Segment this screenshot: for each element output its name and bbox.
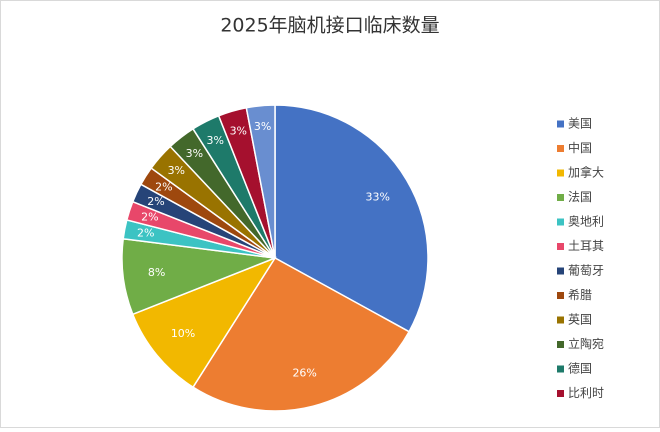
data-label: 3% [254, 120, 271, 133]
chart-title: 2025年脑机接口临床数量 [220, 15, 439, 37]
data-label: 2% [137, 226, 154, 239]
pie-slice [191, 257, 411, 412]
legend-label: 立陶宛 [568, 336, 604, 351]
pie-slice [131, 256, 277, 389]
data-label: 2% [141, 210, 158, 223]
legend-label: 中国 [568, 140, 592, 155]
legend-label: 德国 [568, 361, 592, 376]
legend-label: 比利时 [568, 386, 604, 400]
data-label: 26% [292, 367, 316, 380]
legend-label: 希腊 [568, 287, 592, 302]
legend-swatch [557, 218, 564, 226]
legend-label: 土耳其 [568, 239, 604, 253]
legend-swatch [557, 341, 564, 348]
data-label: 10% [171, 327, 195, 340]
pie-slice [274, 104, 429, 333]
data-label: 3% [230, 125, 247, 138]
legend-swatch [557, 316, 564, 324]
legend-swatch [557, 365, 564, 373]
legend-swatch [557, 243, 564, 250]
data-label: 2% [147, 195, 164, 208]
legend-swatch [557, 267, 564, 275]
legend-swatch [557, 169, 564, 177]
legend-swatch [557, 194, 564, 201]
legend-label: 加拿大 [568, 165, 604, 180]
legend-label: 美国 [568, 117, 592, 131]
legend-label: 英国 [568, 313, 592, 327]
legend-swatch [557, 145, 564, 152]
pie-slice [245, 104, 276, 259]
data-label: 3% [186, 147, 203, 160]
legend-swatch [557, 390, 564, 397]
data-label: 3% [207, 134, 224, 147]
data-label: 33% [365, 190, 389, 203]
legend-swatch [557, 120, 564, 128]
legend-swatch [557, 292, 564, 299]
legend-label: 法国 [568, 190, 592, 204]
legend-label: 奥地利 [568, 215, 604, 229]
legend-label: 葡萄牙 [568, 264, 604, 278]
data-label: 2% [155, 180, 172, 193]
data-label: 3% [168, 164, 185, 177]
data-label: 8% [148, 266, 165, 279]
